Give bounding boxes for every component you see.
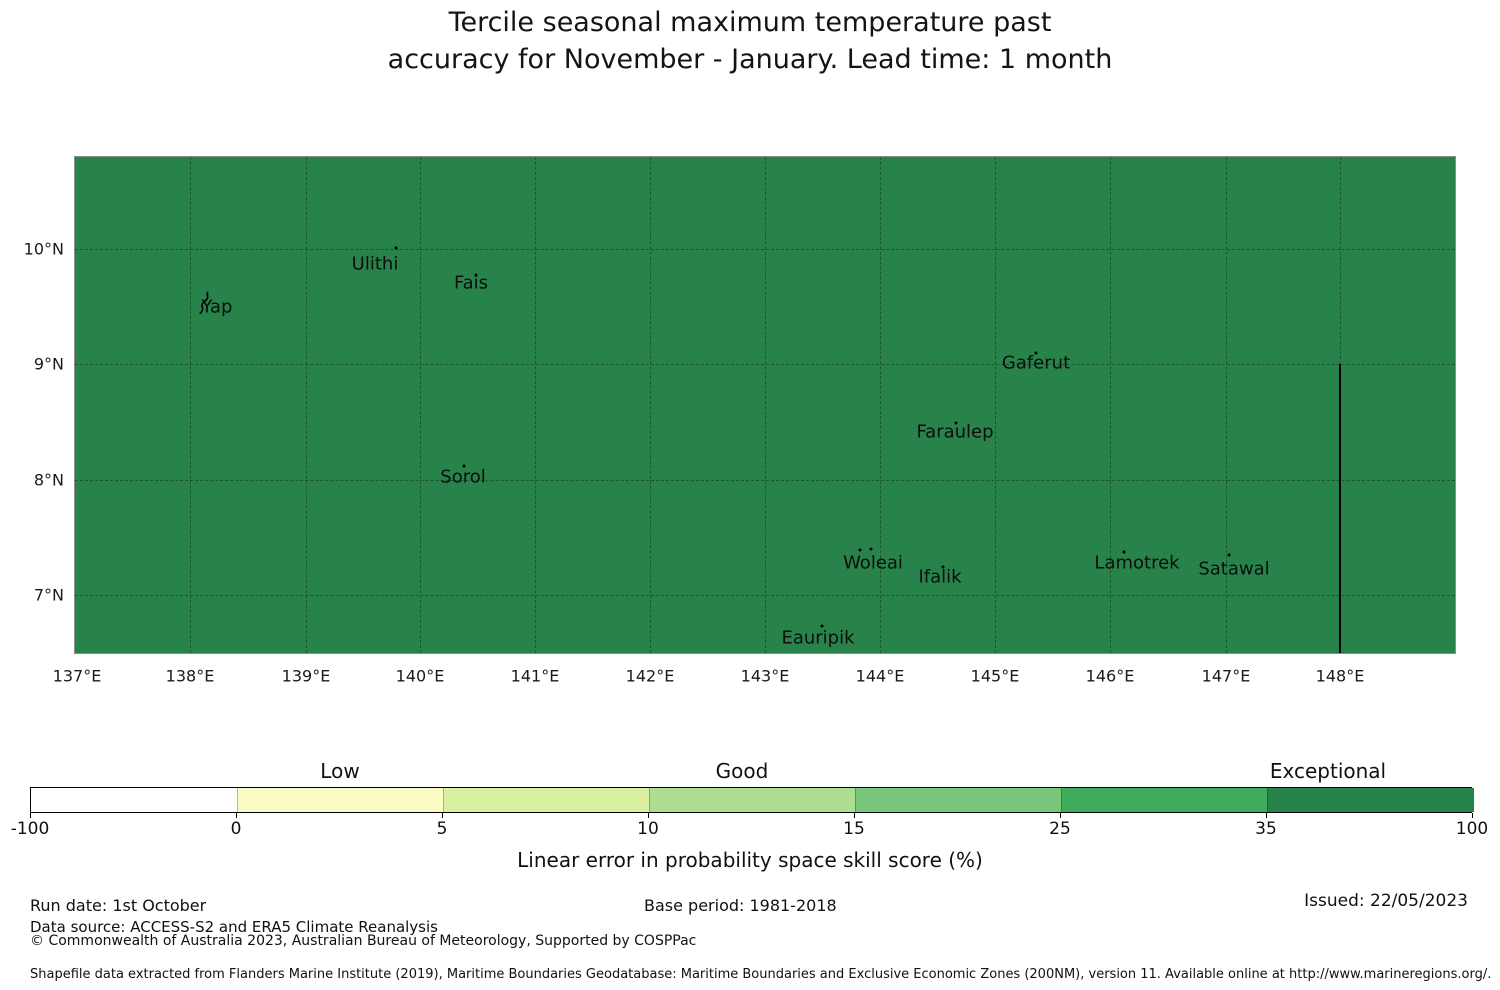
gridline-horizontal: [75, 595, 1455, 596]
x-tick-label: 140°E: [395, 666, 445, 686]
y-tick-label: 9°N: [33, 354, 64, 374]
colorbar-tick-label: 15: [843, 819, 865, 839]
x-tick-label: 148°E: [1315, 666, 1365, 686]
island-dot-icon: [474, 273, 478, 277]
x-tick-label: 142°E: [625, 666, 675, 686]
title-line-1: Tercile seasonal maximum temperature pas…: [448, 7, 1052, 38]
y-tick-label: 10°N: [23, 239, 64, 259]
colorbar-segment: [855, 788, 1062, 812]
colorbar-tick: [236, 813, 237, 818]
colorbar-category-label: Good: [715, 759, 769, 783]
gridline-vertical: [306, 157, 307, 653]
title-line-2: accuracy for November - January. Lead ti…: [387, 44, 1113, 75]
page-title: Tercile seasonal maximum temperature pas…: [0, 4, 1500, 78]
colorbar-tick-label: 0: [230, 819, 242, 839]
colorbar-tick: [1266, 813, 1267, 818]
island-label-gaferut: Gaferut: [1001, 352, 1071, 374]
colorbar-tick-label: 10: [637, 819, 659, 839]
colorbar-tick: [1060, 813, 1061, 818]
island-dot-icon: [1122, 550, 1126, 554]
island-label-eauripik: Eauripik: [781, 627, 855, 649]
colorbar-tick-label: 100: [1455, 819, 1489, 839]
island-label-yap: Yap: [201, 296, 233, 318]
x-tick-label: 143°E: [740, 666, 790, 686]
gridline-vertical: [765, 157, 766, 653]
colorbar-segment: [443, 788, 650, 812]
gridline-horizontal: [75, 249, 1455, 250]
island-dot-icon: [1034, 351, 1038, 355]
shapefile-note-text: Shapefile data extracted from Flanders M…: [30, 967, 1492, 982]
island-label-ifalik: Ifalik: [918, 566, 962, 588]
gridline-vertical: [650, 157, 651, 653]
island-label-lamotrek: Lamotrek: [1094, 552, 1180, 574]
island-dot-icon: [820, 624, 824, 628]
data-source-text: Data source: ACCESS-S2 and ERA5 Climate …: [30, 918, 438, 936]
island-label-fais: Fais: [453, 272, 489, 294]
colorbar-segment: [1061, 788, 1268, 812]
island-dot-icon: [394, 246, 398, 250]
island-label-ulithi: Ulithi: [351, 253, 399, 275]
gridline-horizontal: [75, 364, 1455, 365]
colorbar-tick-label: 25: [1049, 819, 1071, 839]
issued-date-text: Issued: 22/05/2023: [1304, 891, 1468, 911]
island-shape-icon: [197, 291, 213, 319]
colorbar: [30, 787, 1474, 813]
island-label-woleai: Woleai: [843, 552, 903, 574]
run-date-text: Run date: 1st October: [30, 896, 207, 915]
map-area: Yap Ulithi Fais Sorol Gaferut Faraulep Woleai I…: [74, 156, 1456, 654]
gridline-vertical: [995, 157, 996, 653]
gridline-horizontal: [75, 480, 1455, 481]
island-dot-icon: [869, 547, 873, 551]
y-tick-label: 8°N: [33, 470, 64, 490]
colorbar-category-label: Low: [320, 759, 360, 783]
gridline-vertical: [1226, 157, 1227, 653]
colorbar-segment: [31, 788, 237, 812]
gridline-vertical: [535, 157, 536, 653]
gridline-vertical: [880, 157, 881, 653]
colorbar-tick: [30, 813, 31, 818]
colorbar-segment: [649, 788, 856, 812]
island-label-faraulep: Faraulep: [916, 421, 994, 443]
island-label-satawal: Satawal: [1198, 558, 1270, 580]
island-dot-icon: [1227, 553, 1231, 557]
x-tick-label: 138°E: [165, 666, 215, 686]
colorbar-segment: [1267, 788, 1474, 812]
island-dot-icon: [954, 421, 958, 425]
island-label-sorol: Sorol: [440, 466, 486, 488]
x-tick-label: 146°E: [1085, 666, 1135, 686]
island-dot-icon: [941, 565, 945, 569]
eez-boundary-line: [1339, 364, 1341, 653]
colorbar-tick-label: -100: [10, 819, 50, 839]
colorbar-segment: [237, 788, 444, 812]
colorbar-tick: [648, 813, 649, 818]
base-period-text: Base period: 1981-2018: [644, 896, 837, 915]
colorbar-tick-label: 35: [1255, 819, 1277, 839]
gridline-vertical: [420, 157, 421, 653]
x-tick-label: 144°E: [855, 666, 905, 686]
gridline-vertical: [190, 157, 191, 653]
x-tick-label: 141°E: [510, 666, 560, 686]
island-dot-icon: [462, 464, 466, 468]
y-tick-label: 7°N: [33, 585, 64, 605]
colorbar-axis-label: Linear error in probability space skill …: [517, 848, 983, 872]
colorbar-tick: [1472, 813, 1473, 818]
x-tick-label: 147°E: [1201, 666, 1251, 686]
gridline-vertical: [1110, 157, 1111, 653]
island-dot-icon: [858, 548, 862, 552]
x-tick-label: 137°E: [52, 666, 102, 686]
colorbar-tick: [854, 813, 855, 818]
x-tick-label: 145°E: [970, 666, 1020, 686]
x-tick-label: 139°E: [281, 666, 331, 686]
colorbar-category-label: Exceptional: [1269, 759, 1387, 783]
colorbar-tick-label: 5: [436, 819, 448, 839]
copyright-text: © Commonwealth of Australia 2023, Austra…: [30, 933, 697, 949]
colorbar-tick: [442, 813, 443, 818]
